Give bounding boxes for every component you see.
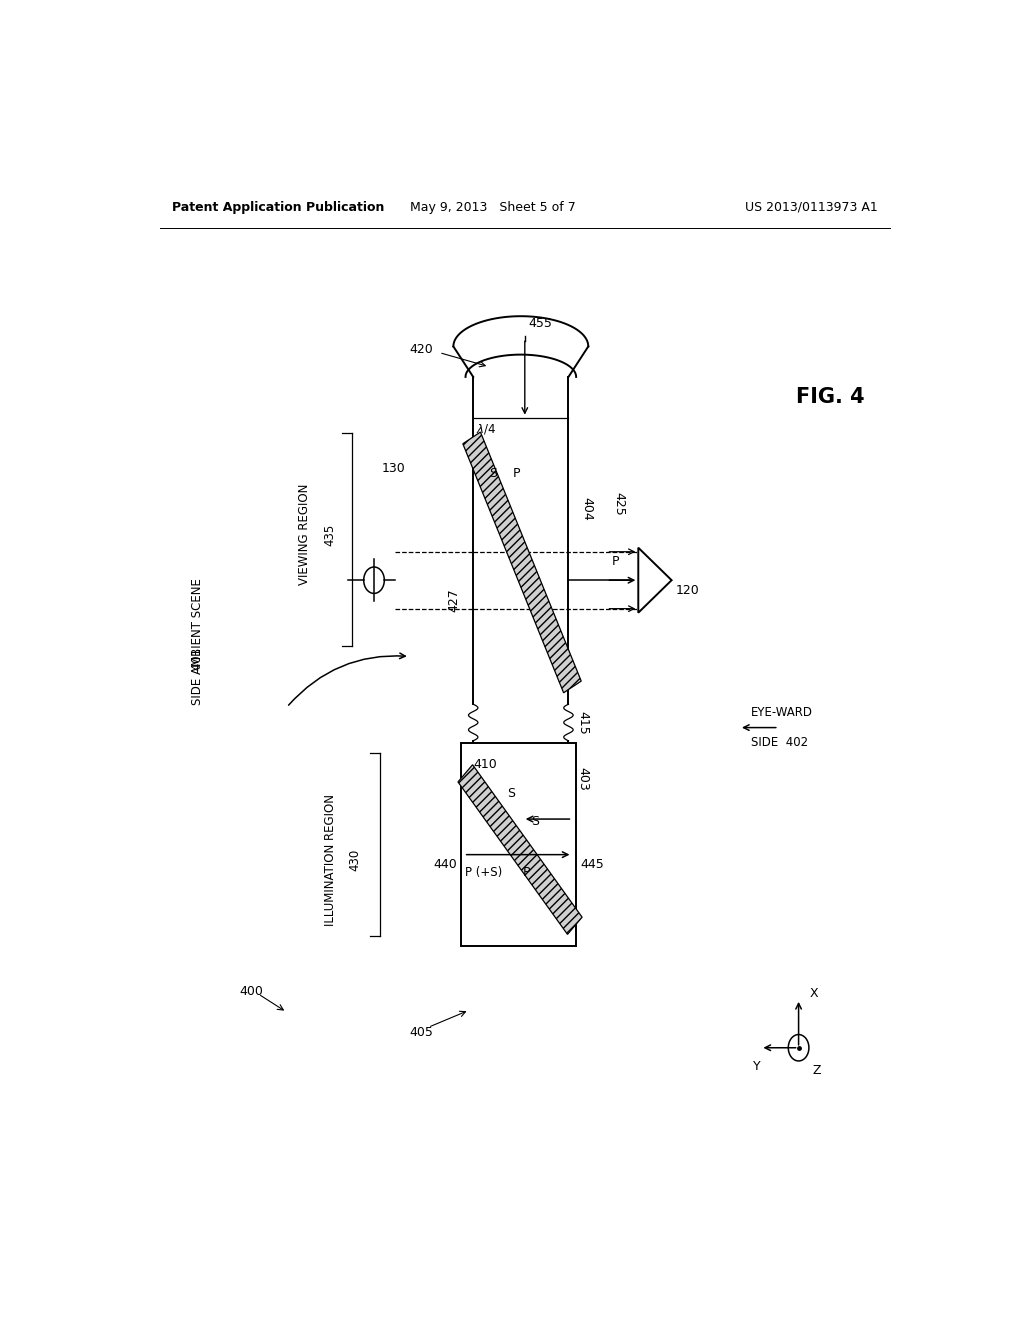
Text: 430: 430	[348, 849, 361, 871]
Text: AMBIENT SCENE: AMBIENT SCENE	[191, 578, 205, 675]
Text: 445: 445	[581, 858, 604, 871]
Text: S: S	[489, 467, 497, 480]
Text: Patent Application Publication: Patent Application Publication	[172, 201, 384, 214]
Text: P: P	[612, 556, 620, 569]
Text: S: S	[530, 814, 539, 828]
Text: P: P	[523, 866, 530, 879]
Text: Y: Y	[753, 1060, 761, 1073]
Text: SIDE  402: SIDE 402	[751, 737, 808, 750]
Text: SIDE  401: SIDE 401	[191, 648, 205, 705]
Text: 440: 440	[433, 858, 458, 871]
Text: US 2013/0113973 A1: US 2013/0113973 A1	[745, 201, 878, 214]
Text: VIEWING REGION: VIEWING REGION	[298, 484, 310, 585]
Text: 130: 130	[382, 462, 406, 475]
Text: FIG. 4: FIG. 4	[796, 387, 864, 408]
Text: ILLUMINATION REGION: ILLUMINATION REGION	[324, 793, 337, 925]
Text: 427: 427	[446, 589, 460, 612]
Text: 400: 400	[239, 985, 263, 998]
Text: 425: 425	[612, 492, 625, 516]
Text: 405: 405	[410, 1026, 433, 1039]
Text: X: X	[810, 987, 818, 1001]
Text: S: S	[507, 787, 515, 800]
Polygon shape	[638, 548, 672, 612]
Bar	[461, 743, 577, 946]
Text: P (+S): P (+S)	[465, 866, 503, 879]
Text: 415: 415	[577, 710, 590, 734]
Text: 455: 455	[528, 317, 553, 330]
Text: 404: 404	[581, 498, 593, 521]
Text: 420: 420	[410, 343, 433, 356]
Text: May 9, 2013   Sheet 5 of 7: May 9, 2013 Sheet 5 of 7	[411, 201, 575, 214]
Text: 435: 435	[324, 523, 336, 545]
Text: 120: 120	[676, 583, 699, 597]
Text: 410: 410	[473, 758, 497, 771]
Text: EYE-WARD: EYE-WARD	[751, 706, 813, 719]
Text: P: P	[513, 467, 520, 480]
Polygon shape	[463, 432, 582, 693]
Text: 403: 403	[577, 767, 590, 791]
Text: Z: Z	[813, 1064, 821, 1077]
Polygon shape	[458, 764, 582, 935]
Text: $\lambda$/4: $\lambda$/4	[476, 421, 497, 436]
